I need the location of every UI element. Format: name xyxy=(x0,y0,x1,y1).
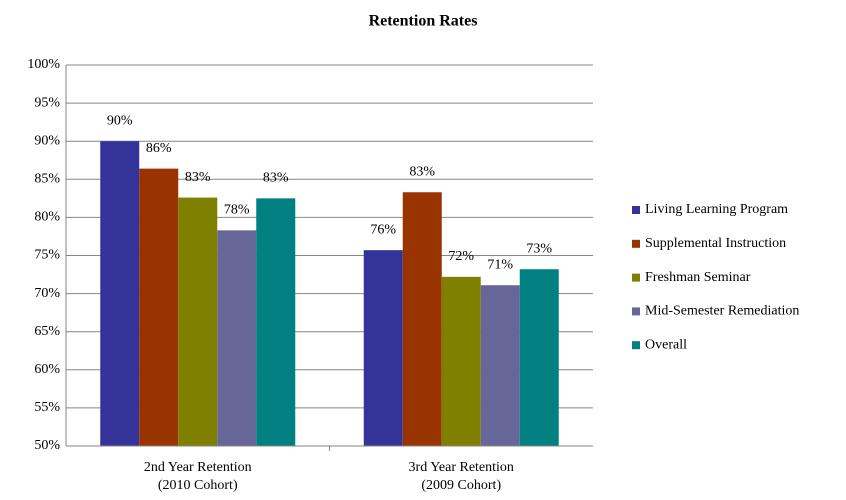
bar xyxy=(519,269,559,446)
x-tick-label: 3rd Year Retention xyxy=(409,460,514,475)
bar xyxy=(139,168,179,446)
legend-label: Living Learning Program xyxy=(645,202,788,217)
x-tick-label: (2009 Cohort) xyxy=(421,478,501,493)
y-tick-label: 75% xyxy=(34,248,60,263)
legend-label: Mid-Semester Remediation xyxy=(645,304,799,319)
y-tick-label: 85% xyxy=(34,172,60,187)
value-label: 76% xyxy=(370,222,396,237)
y-tick-label: 50% xyxy=(34,438,60,453)
bar xyxy=(441,276,481,446)
value-label: 71% xyxy=(487,257,513,272)
legend-label: Overall xyxy=(645,337,687,352)
x-tick-label: (2010 Cohort) xyxy=(158,478,238,493)
legend-swatch xyxy=(632,239,640,248)
y-tick-label: 55% xyxy=(34,400,60,415)
legend-swatch xyxy=(632,307,640,316)
value-label: 86% xyxy=(146,141,172,156)
legend-swatch xyxy=(632,341,640,350)
y-tick-label: 95% xyxy=(34,95,60,110)
legend-label: Supplemental Instruction xyxy=(645,236,786,251)
bar xyxy=(178,197,218,446)
value-label: 83% xyxy=(409,164,435,179)
value-label: 90% xyxy=(107,113,133,128)
x-tick-label: 2nd Year Retention xyxy=(144,460,252,475)
value-label: 83% xyxy=(263,171,289,186)
legend-swatch xyxy=(632,273,640,282)
value-label: 78% xyxy=(224,203,250,218)
y-tick-label: 100% xyxy=(27,57,60,72)
y-tick-label: 70% xyxy=(34,286,60,301)
y-tick-label: 65% xyxy=(34,324,60,339)
bar xyxy=(402,192,442,446)
bar xyxy=(256,198,296,446)
value-label: 83% xyxy=(185,170,211,185)
value-label: 72% xyxy=(448,249,474,264)
chart-title: Retention Rates xyxy=(369,13,478,30)
bar xyxy=(100,141,140,446)
y-tick-label: 90% xyxy=(34,133,60,148)
legend-label: Freshman Seminar xyxy=(645,270,751,285)
bar xyxy=(217,230,257,446)
y-tick-label: 80% xyxy=(34,210,60,225)
bar xyxy=(480,285,520,446)
bar xyxy=(363,250,403,446)
value-label: 73% xyxy=(526,241,552,256)
legend-swatch xyxy=(632,206,640,214)
y-tick-label: 60% xyxy=(34,362,60,377)
